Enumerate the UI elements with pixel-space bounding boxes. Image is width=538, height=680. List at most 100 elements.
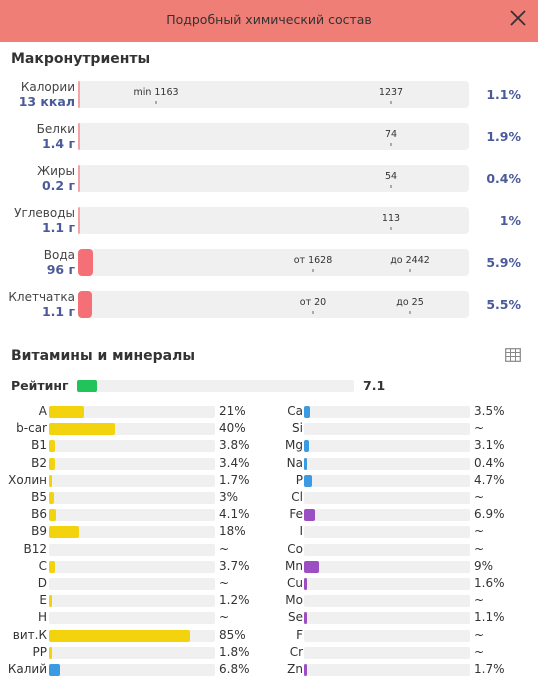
nutrient-bar [49,457,215,470]
nutrient-percent: ~ [474,541,485,556]
nutrient-fill [49,595,52,608]
nutrient-bar [304,578,470,590]
nutrient-name: Se [288,610,303,625]
nutrient-percent: ~ [474,421,485,436]
nutrient-bar [49,526,215,539]
nutrient-percent: 6.8% [219,662,250,676]
macro-label: Клетчатка [8,290,75,304]
nutrient-row: B1 3.8% [0,438,538,455]
nutrient-row: B2 3.4% [0,456,538,473]
nutrient-bar [49,492,215,504]
nutrient-name: I [299,524,303,539]
nutrient-bar [49,543,215,556]
macro-value: 1.4 г [41,136,75,151]
macro-fill [78,291,92,318]
nutrient-name: Na [286,455,303,470]
macro-fill [78,249,93,276]
nutrient-row: Калий 6.8% [0,662,538,679]
nutrient-bar [49,646,215,659]
nutrient-percent: 4.1% [219,507,250,522]
nutrient-fill [49,492,54,504]
macro-percent: 1.1% [486,87,521,102]
macro-value: 13 ккал [18,94,75,109]
nutrient-row: Холин 1.7% [0,473,538,490]
macro-fill [78,165,80,192]
nutrient-percent: ~ [474,593,485,608]
modal-title: Подробный химический состав [166,12,372,27]
rating-value: 7.1 [363,378,386,393]
macro-marker-tick [409,269,411,272]
nutrient-name: B2 [31,455,47,470]
nutrient-percent: 40% [219,421,246,436]
nutrient-bar [304,560,470,573]
nutrient-name: Cl [291,490,303,504]
nutrient-row: Fe 6.9% [0,507,538,524]
nutrient-bar [49,595,215,608]
nutrient-name: P [295,472,303,487]
nutrient-row: B12 ~ [0,542,538,559]
nutrient-bar [49,578,215,590]
macro-percent: 1.9% [486,129,521,144]
nutrient-percent: 1.6% [474,576,505,590]
nutrient-fill [304,457,307,470]
macro-percent: 1% [499,213,521,228]
nutrient-name: Ca [287,404,303,418]
nutrient-percent: ~ [219,541,230,556]
nutrient-row: Zn 1.7% [0,662,538,679]
nutrient-fill [304,612,307,625]
nutrient-row: C 3.7% [0,559,538,576]
nutrient-percent: 3.1% [474,438,505,453]
macro-row: Вода 96 г от 1628 до 2442 5.9% [0,248,538,278]
nutrient-fill [304,509,315,522]
nutrient-fill [49,560,55,573]
macro-marker-tick [312,311,314,314]
nutrient-name: E [39,593,47,608]
nutrient-percent: 1.7% [219,472,250,487]
nutrient-fill [49,423,115,436]
macro-bar: min 1163 1237 [78,81,469,108]
nutrient-bar [49,423,215,436]
macro-bar: 74 [78,123,469,150]
macro-fill [78,207,80,234]
nutrient-row: Cl ~ [0,490,538,507]
nutrient-percent: ~ [474,524,485,539]
macro-marker: 74 [384,129,398,140]
nutrient-percent: 3.4% [219,455,250,470]
rating-label: Рейтинг [11,378,69,393]
macro-row: Жиры 0.2 г 54 0.4% [0,164,538,194]
nutrient-percent: 3.5% [474,404,505,418]
nutrient-name: B5 [31,490,47,504]
nutrient-row: вит.К 85% [0,628,538,645]
nutrient-bar [304,492,470,504]
nutrient-percent: 1.8% [219,644,250,659]
nutrient-fill [49,629,190,642]
nutrient-percent: 1.2% [219,593,250,608]
nutrient-row: Cu 1.6% [0,576,538,593]
macro-value: 1.1 г [41,220,75,235]
nutrient-fill [49,406,84,418]
macro-marker-tick [155,101,157,104]
nutrient-percent: 18% [219,524,246,539]
nutrient-name: Mo [285,593,303,608]
nutrient-row: B9 18% [0,524,538,541]
vitamins-title: Витамины и минералы [11,348,195,364]
nutrient-percent: 1.7% [474,662,505,676]
nutrient-bar [304,509,470,522]
nutrient-row: Co ~ [0,542,538,559]
macro-bar: от 1628 до 2442 [78,249,469,276]
nutrient-bar [49,664,215,676]
table-icon[interactable] [505,348,521,362]
nutrient-percent: 3% [219,490,239,504]
close-icon[interactable] [508,8,528,28]
nutrient-fill [49,646,52,659]
nutrient-percent: 85% [219,627,246,642]
nutrient-bar [304,646,470,659]
macro-percent: 0.4% [486,171,521,186]
macro-marker-tick [312,269,314,272]
nutrient-name: Si [292,421,303,436]
nutrient-row: PP 1.8% [0,645,538,662]
macro-marker-tick [390,227,392,230]
nutrient-percent: ~ [474,627,485,642]
macro-percent: 5.5% [486,297,521,312]
nutrient-fill [304,474,312,487]
